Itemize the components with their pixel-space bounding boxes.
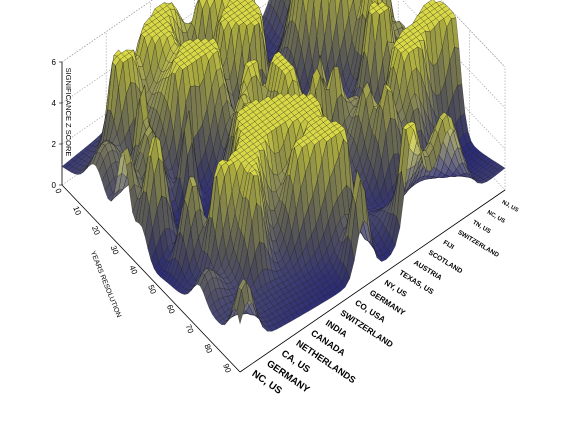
y-category-label: SWITZERLAND (456, 229, 500, 259)
x-tick-label: 70 (184, 323, 196, 335)
x-tick-label: 30 (109, 244, 121, 256)
y-category-label: NJ, US (501, 200, 520, 214)
y-category-label: NY, US (383, 278, 409, 299)
z-tick-label: 6 (52, 58, 57, 67)
z-axis-label: SIGNIFICANCE Z SCORE (64, 68, 73, 157)
x-tick-label: 10 (71, 205, 83, 217)
x-axis-label: YEARS RESOLUTION (89, 250, 122, 319)
x-tick-label: 80 (202, 343, 214, 355)
x-tick-label: 40 (127, 264, 139, 276)
y-category-label: FIJI (442, 239, 455, 251)
y-category-label: NC, US (486, 210, 506, 225)
x-tick-label: 90 (221, 362, 233, 374)
x-tick-label: 20 (90, 225, 102, 237)
y-category-label: TN, US (471, 219, 492, 235)
z-tick-label: 2 (52, 140, 57, 149)
z-tick-label: 4 (52, 99, 57, 108)
x-tick-label: 50 (146, 284, 158, 296)
x-tick-label: 60 (165, 303, 177, 315)
